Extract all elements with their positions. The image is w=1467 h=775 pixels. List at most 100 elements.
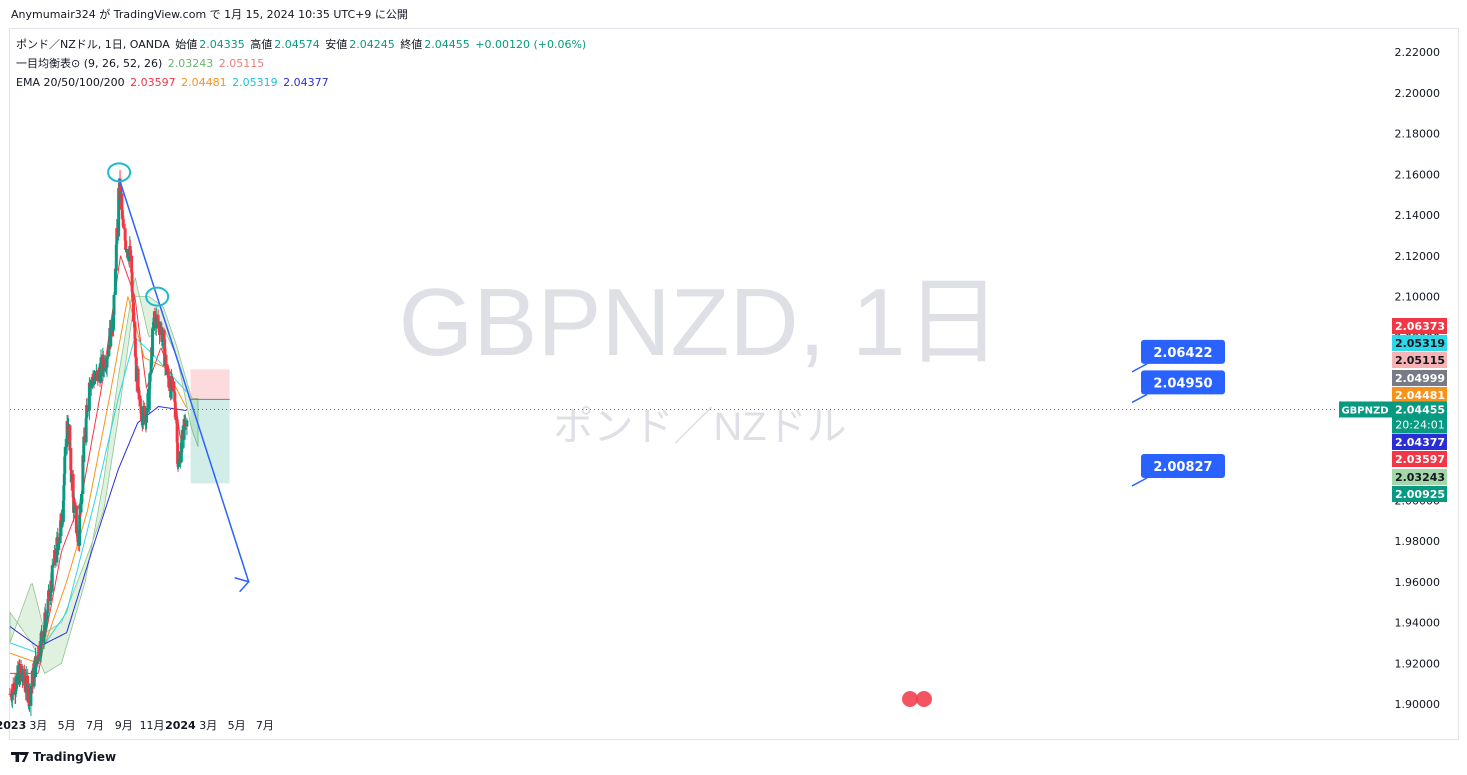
candle-body-85 (63, 447, 67, 457)
marker-circle-0 (107, 162, 132, 183)
y-tick-16: 1.90000 (1395, 698, 1441, 711)
price-tag-bg-6 (1392, 451, 1447, 467)
candle-body-264 (180, 437, 184, 453)
candle-body-257 (176, 442, 180, 464)
candle-body-157 (111, 331, 115, 333)
legend-high-label: 高値 (250, 38, 273, 51)
candle-body-160 (112, 294, 116, 316)
callout-text-2: 2.00827 (1153, 460, 1212, 475)
candle-body-106 (78, 514, 82, 546)
candle-body-84 (63, 456, 67, 474)
callout-leader-0 (1131, 363, 1148, 373)
x-tick-3: 7月 (86, 719, 104, 732)
price-tag-bg-8 (1392, 486, 1447, 502)
callout-leader-2 (1131, 477, 1148, 487)
footer-brand[interactable]: TradingView (11, 750, 116, 764)
legend-ema-row[interactable]: EMA 20/50/100/200 2.03597 2.04481 2.0531… (16, 73, 588, 92)
candle-body-82 (62, 485, 66, 501)
candle-body-271 (185, 420, 189, 427)
candle-body-111 (81, 455, 85, 495)
price-tag-text-8: 2.00925 (1395, 488, 1445, 501)
candle-body-101 (74, 505, 78, 533)
candle-body-61 (48, 588, 52, 602)
candle-body-215 (148, 373, 152, 390)
legend-open-label: 始値 (175, 38, 198, 51)
tradingview-logo-icon (11, 752, 29, 762)
candle-body-113 (82, 436, 86, 463)
chart-frame (9, 28, 1459, 740)
price-tag-bg-2 (1392, 352, 1447, 368)
chart-legend: ポンド／NZドル, 1日, OANDA 始値 2.04335 高値 2.04574 … (16, 35, 588, 92)
candle-body-65 (50, 565, 54, 592)
x-tick-6: 2024 (165, 719, 196, 732)
price-tag-text-7: 2.03243 (1395, 471, 1445, 484)
legend-ichimoku-b: 2.05115 (218, 57, 265, 70)
candle-body-75 (57, 543, 61, 550)
price-tag-text-3: 2.04999 (1395, 372, 1445, 385)
candle-body-73 (56, 537, 60, 545)
position-stop-zone (190, 369, 230, 400)
legend-low-value: 2.04245 (349, 38, 395, 51)
candle-body-130 (93, 378, 97, 384)
legend-high-value: 2.04574 (274, 38, 320, 51)
candle-body-267 (182, 418, 186, 440)
legend-ichimoku-row[interactable]: 一目均衡表⊙ (9, 26, 52, 26) 2.03243 2.05115 (16, 54, 588, 73)
candle-body-250 (171, 378, 175, 382)
candle-body-183 (127, 252, 131, 262)
legend-close-value: 2.04455 (424, 38, 470, 51)
watermark-title: GBPNZD, 1日 (399, 269, 1002, 376)
legend-ema-label: EMA 20/50/100/200 (16, 76, 125, 89)
y-tick-12: 1.98000 (1395, 535, 1441, 548)
legend-change-value: +0.00120 (+0.06%) (475, 38, 587, 51)
event-flag-icon-2 (916, 691, 932, 707)
footer-brand-label: TradingView (33, 750, 117, 764)
legend-ema50: 2.04481 (181, 76, 227, 89)
candle-body-187 (130, 272, 134, 292)
candle-body-91 (68, 425, 72, 451)
y-tick-14: 1.94000 (1395, 617, 1441, 630)
candle-body-186 (130, 255, 134, 273)
candle-body-219 (151, 328, 155, 357)
legend-symbol-row[interactable]: ポンド／NZドル, 1日, OANDA 始値 2.04335 高値 2.04574 … (16, 35, 588, 54)
price-tag-bg-3 (1392, 370, 1447, 386)
price-tag-bg-7 (1392, 469, 1447, 485)
x-tick-4: 9月 (115, 719, 133, 732)
candle-body-240 (164, 354, 168, 370)
candle-body-16 (19, 664, 23, 674)
legend-ema200: 2.04377 (283, 76, 329, 89)
watermark-subtitle: ポンド／NZドル (553, 405, 846, 449)
candle-body-47 (39, 632, 43, 653)
candle-body-166 (117, 188, 121, 237)
legend-close-label: 終値 (400, 38, 423, 51)
callout-leader-1 (1131, 393, 1148, 404)
marker-circle-1 (145, 286, 170, 307)
candle-body-177 (124, 240, 128, 250)
candle-body-96 (71, 473, 75, 498)
price-tag-text-0: 2.06373 (1395, 320, 1445, 333)
callout-text-0: 2.06422 (1153, 346, 1212, 361)
y-tick-0: 2.22000 (1395, 46, 1441, 59)
y-tick-4: 2.14000 (1395, 209, 1441, 222)
legend-open-value: 2.04335 (199, 38, 245, 51)
legend-ichimoku-a: 2.03243 (167, 57, 214, 70)
x-tick-5: 11月 (140, 719, 165, 732)
candle-body-225 (154, 315, 158, 329)
candle-body-206 (143, 406, 147, 411)
x-tick-2: 5月 (58, 719, 76, 732)
candle-body-39 (34, 656, 38, 677)
x-tick-7: 3月 (199, 719, 217, 732)
candle-body-210 (145, 412, 149, 423)
candle-body-243 (166, 371, 170, 379)
candle-body-260 (177, 462, 181, 466)
price-tag-bg-0 (1392, 318, 1447, 334)
event-flag-icon (902, 691, 918, 707)
candle-body-196 (136, 368, 140, 393)
candle-body-45 (37, 645, 41, 657)
current-price-tag-text: 2.04455 (1395, 403, 1445, 416)
legend-ema20: 2.03597 (130, 76, 176, 89)
price-tag-text-4: 2.04481 (1395, 389, 1445, 402)
price-tag-text-5: 2.04377 (1395, 436, 1445, 449)
candle-body-150 (106, 356, 110, 359)
candle-body-51 (42, 631, 46, 643)
